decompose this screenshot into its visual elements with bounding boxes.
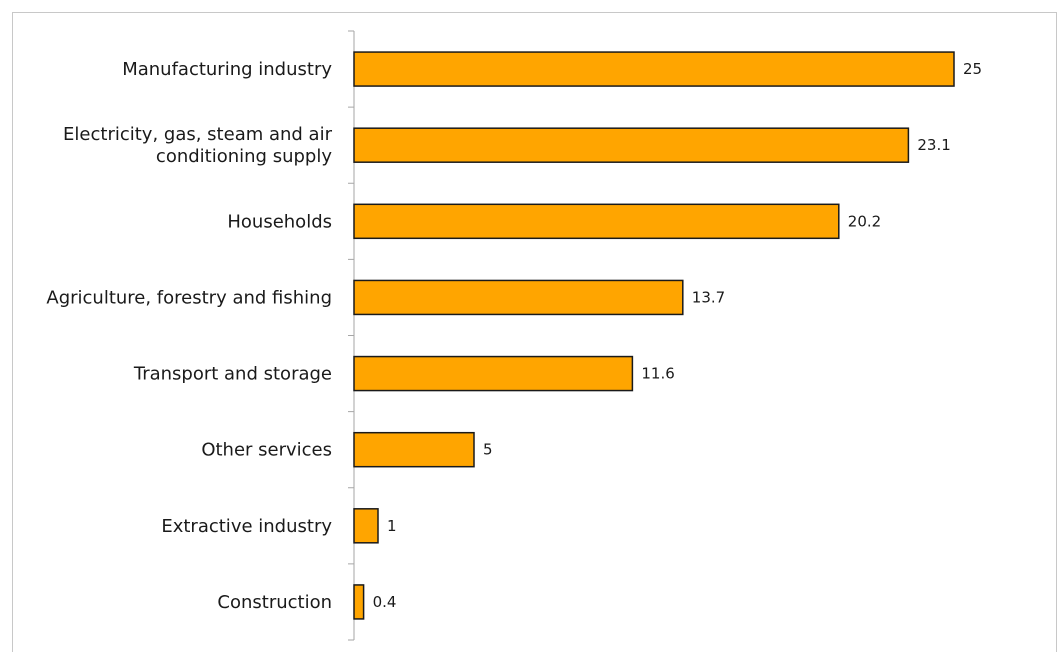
bar: [353, 431, 475, 468]
category-label: Households: [227, 211, 332, 232]
bar: [353, 584, 365, 620]
category-label-line: Extractive industry: [161, 516, 332, 537]
category-label: Manufacturing industry: [122, 59, 332, 80]
bar: [353, 127, 910, 163]
bar: [353, 279, 684, 316]
chart-frame: [12, 12, 1057, 652]
category-label: Construction: [217, 592, 332, 613]
category-label: Extractive industry: [161, 516, 332, 537]
category-label-line: Agriculture, forestry and fishing: [46, 287, 332, 308]
category-label-line: Transport and storage: [133, 364, 332, 385]
category-label-line: Electricity, gas, steam and air: [63, 124, 333, 145]
bar: [353, 508, 379, 544]
data-label: 25: [963, 60, 982, 78]
category-label-line: Other services: [201, 440, 332, 461]
data-label: 11.6: [641, 365, 674, 383]
data-label: 0.4: [373, 593, 397, 611]
bar: [353, 203, 840, 240]
bar: [353, 51, 955, 87]
category-label-line: Manufacturing industry: [122, 59, 332, 80]
data-label: 1: [387, 517, 397, 535]
category-label: Other services: [201, 440, 332, 461]
bars-group: [353, 51, 955, 620]
data-label: 13.7: [692, 288, 725, 306]
value-labels: 25 23.1 20.2 13.7 11.6 5 1 0.4: [373, 60, 982, 611]
category-label: Agriculture, forestry and fishing: [46, 287, 332, 308]
category-label-line: conditioning supply: [156, 146, 332, 167]
category-label: Electricity, gas, steam and air condition…: [63, 124, 333, 167]
data-label: 23.1: [917, 136, 950, 154]
data-label: 20.2: [848, 212, 881, 230]
bar: [353, 355, 634, 392]
category-labels: Manufacturing industry Electricity, gas, …: [46, 59, 332, 613]
category-label-line: Households: [227, 211, 332, 232]
data-label: 5: [483, 441, 493, 459]
category-label: Transport and storage: [133, 364, 332, 385]
category-label-line: Construction: [217, 592, 332, 613]
y-axis-ticks: [348, 30, 354, 641]
